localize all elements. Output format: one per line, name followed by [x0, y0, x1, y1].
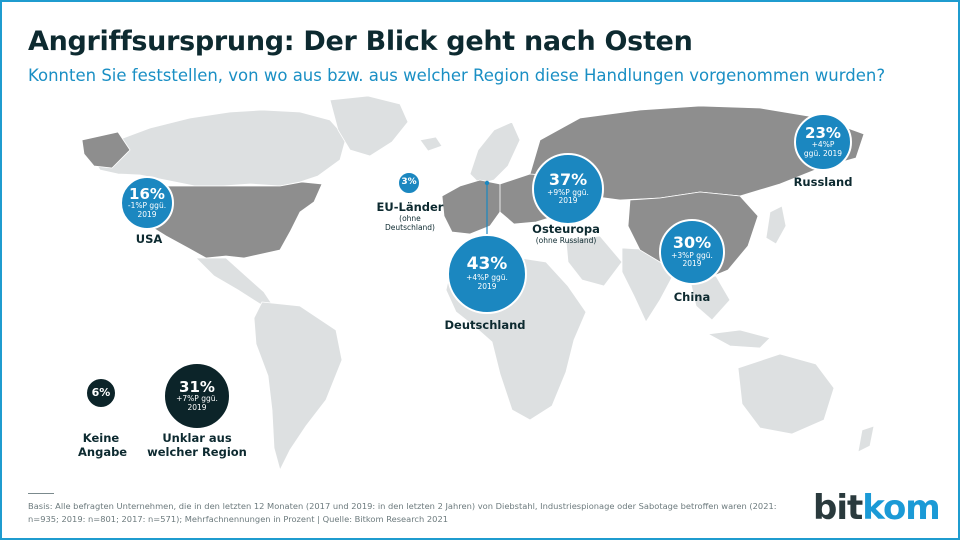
label-usa: USA: [136, 232, 163, 246]
osteuropa-label: Osteuropa: [532, 222, 600, 236]
label-keine-angabe: Keine Angabe: [78, 431, 128, 460]
logo-part-kom: kom: [862, 488, 940, 528]
land-middle-east: [565, 235, 623, 287]
label-unklar: Unklar aus welcher Region: [147, 431, 247, 460]
page-title: Angriffsursprung: Der Blick geht nach Os…: [28, 26, 693, 57]
bubble-eu: 3%: [397, 171, 421, 195]
bubble-deutschland: 43% +4%P ggü. 2019: [447, 234, 527, 314]
deutschland-label: Deutschland: [444, 318, 526, 332]
label-russland: Russland: [794, 175, 853, 189]
land-indonesia: [706, 329, 771, 349]
bubble-russland: 23% +4%P ggü. 2019: [794, 113, 852, 171]
land-iceland: [419, 136, 443, 152]
usa-change: -1%P ggü. 2019: [127, 201, 167, 219]
eu-note: (ohne Deutschland): [384, 214, 435, 233]
osteuropa-note: (ohne Russland): [535, 236, 597, 246]
land-central-america: [195, 257, 273, 305]
land-canada: [94, 109, 347, 187]
land-scandinavia: [469, 121, 521, 185]
deutschland-value: 43%: [466, 254, 508, 275]
footer-source: Basis: Alle befragten Unternehmen, die i…: [28, 501, 777, 524]
deutschland-pointer-dot: [484, 180, 490, 186]
bubble-keine-angabe: 6%: [85, 377, 117, 409]
eu-value: 3%: [401, 177, 417, 188]
usa-label: USA: [135, 232, 163, 246]
usa-value: 16%: [129, 184, 165, 203]
china-change: +3%P ggü. 2019: [671, 250, 713, 269]
bubble-china: 30% +3%P ggü. 2019: [659, 219, 725, 285]
bitkom-logo: bitkom: [813, 488, 941, 528]
bubble-unklar: 31% +7%P ggü. 2019: [163, 362, 231, 430]
page-subtitle: Konnten Sie feststellen, von wo aus bzw.…: [28, 66, 886, 85]
land-alaska: [81, 131, 131, 169]
label-deutschland: Deutschland: [445, 318, 526, 332]
russland-label: Russland: [793, 175, 853, 189]
bubble-usa: 16% -1%P ggü. 2019: [120, 176, 174, 230]
china-label: China: [673, 290, 711, 304]
eu-label: EU-Länder: [376, 200, 444, 214]
russland-value: 23%: [805, 123, 841, 142]
deutschland-change: +4%P ggü. 2019: [466, 273, 508, 291]
keine-angabe-label: Keine Angabe: [78, 431, 128, 460]
land-greenland: [329, 95, 409, 157]
label-osteuropa: Osteuropa (ohne Russland): [532, 222, 600, 245]
footer-divider: [28, 493, 54, 494]
osteuropa-value: 37%: [548, 169, 588, 189]
land-australia: [737, 353, 835, 435]
logo-part-bit: bit: [813, 488, 863, 528]
land-south-america: [253, 301, 343, 472]
unklar-value: 31%: [179, 377, 215, 396]
land-new-zealand: [857, 425, 875, 453]
china-value: 30%: [672, 232, 712, 252]
osteuropa-change: +9%P ggü. 2019: [547, 187, 589, 206]
bubble-osteuropa: 37% +9%P ggü. 2019: [532, 153, 604, 225]
land-usa: [129, 181, 323, 259]
unklar-label: Unklar aus welcher Region: [147, 431, 247, 460]
label-eu: EU-Länder (ohne Deutschland): [377, 200, 444, 232]
unklar-change: +7%P ggü. 2019: [176, 394, 218, 412]
label-china: China: [674, 290, 711, 304]
russland-change: +4%P ggü. 2019: [803, 140, 843, 158]
land-japan: [765, 205, 787, 245]
keine-angabe-value: 6%: [91, 386, 111, 400]
